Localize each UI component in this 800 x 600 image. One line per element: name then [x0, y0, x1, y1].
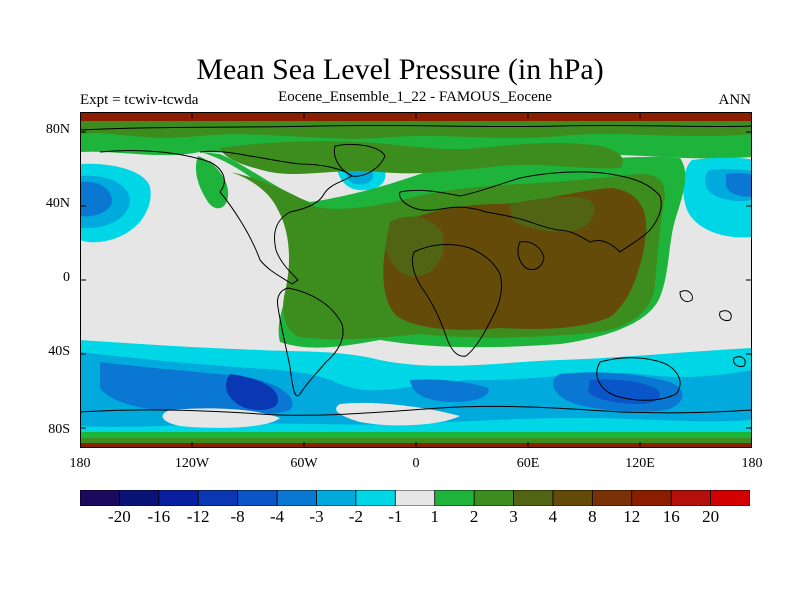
field-southern-low-deep: [225, 374, 279, 410]
lat-label: 80S: [48, 422, 70, 437]
map-panel: [80, 112, 752, 448]
lon-label: 180: [741, 456, 763, 471]
colorbar-label: 12: [623, 507, 641, 526]
coast-india: [517, 241, 545, 271]
lon-label: 120E: [625, 456, 655, 471]
colorbar-swatch: [197, 490, 239, 506]
colorbar-label: -3: [309, 507, 324, 526]
colorbar-label: -8: [230, 507, 245, 526]
chart-title: Mean Sea Level Pressure (in hPa): [196, 53, 604, 86]
lat-label: 40N: [45, 196, 70, 211]
colorbar-swatch: [355, 490, 396, 506]
field-indian-low-deep: [588, 379, 660, 404]
colorbar-label: -12: [186, 507, 210, 526]
field-npac-low-east-deep: [726, 173, 752, 197]
period-label: ANN: [718, 92, 752, 108]
colorbar-swatch: [119, 490, 160, 506]
coast-north-america: [99, 149, 353, 285]
colorbar: [80, 490, 750, 506]
colorbar-swatch: [276, 490, 318, 506]
colorbar-swatch: [158, 490, 199, 506]
coast-africa: [411, 244, 503, 357]
lon-label: 180: [69, 456, 91, 471]
colorbar-label: 2: [469, 507, 479, 526]
colorbar-swatch: [591, 490, 633, 506]
colorbar-label: 1: [430, 507, 439, 526]
colorbar-label: 3: [509, 507, 518, 526]
colorbar-label: 16: [662, 507, 680, 526]
colorbar-label: -16: [147, 507, 171, 526]
colorbar-swatch: [237, 490, 278, 506]
lat-label: 80N: [45, 122, 70, 137]
ensemble-label: Eocene_Ensemble_1_22 - FAMOUS_Eocene: [278, 89, 552, 105]
lat-label: 40S: [48, 344, 70, 359]
field-atlantic-south-low: [410, 379, 489, 402]
colorbar-swatch: [316, 490, 357, 506]
colorbar-swatch: [434, 490, 475, 506]
colorbar-swatch: [670, 490, 712, 506]
coast-arctic: [80, 124, 752, 131]
coast-australia: [596, 357, 681, 401]
colorbar-label: -4: [270, 507, 285, 526]
colorbar-swatch: [710, 490, 750, 506]
coastlines: [80, 124, 752, 416]
lat-label: 0: [63, 270, 70, 285]
colorbar-label: -1: [388, 507, 403, 526]
colorbar-swatch: [80, 490, 121, 506]
coast-south-america: [277, 287, 344, 397]
map-ticks: [80, 112, 752, 448]
colorbar-label: -20: [108, 507, 131, 526]
coast-antarctica: [80, 405, 752, 416]
field-europe-dark-olive: [385, 216, 444, 277]
colorbar-label: 20: [702, 507, 720, 526]
colorbar-swatch: [552, 490, 594, 506]
field-antarctic-gray-east: [336, 402, 460, 426]
colorbar-swatch: [513, 490, 554, 506]
lon-label: 60W: [290, 456, 318, 471]
lon-label: 0: [412, 456, 420, 471]
lon-label: 60E: [516, 456, 540, 471]
colorbar-label: 8: [588, 507, 597, 526]
field-west-green-lobe: [195, 156, 229, 209]
coast-sea-islands: [679, 290, 746, 367]
colorbar-swatch: [631, 490, 672, 506]
colorbar-label: -2: [348, 507, 363, 526]
colorbar-swatch: [394, 490, 436, 506]
coast-europe-asia: [399, 171, 662, 253]
colorbar-label: 4: [548, 507, 558, 526]
experiment-label: Expt = tcwiv-tcwda: [80, 92, 199, 108]
coast-greenland: [333, 143, 386, 177]
field-npac-low-west-deep: [80, 181, 112, 217]
field-south-polar-olive: [80, 438, 752, 444]
colorbar-swatch: [473, 490, 515, 506]
lon-label: 120W: [174, 456, 210, 471]
